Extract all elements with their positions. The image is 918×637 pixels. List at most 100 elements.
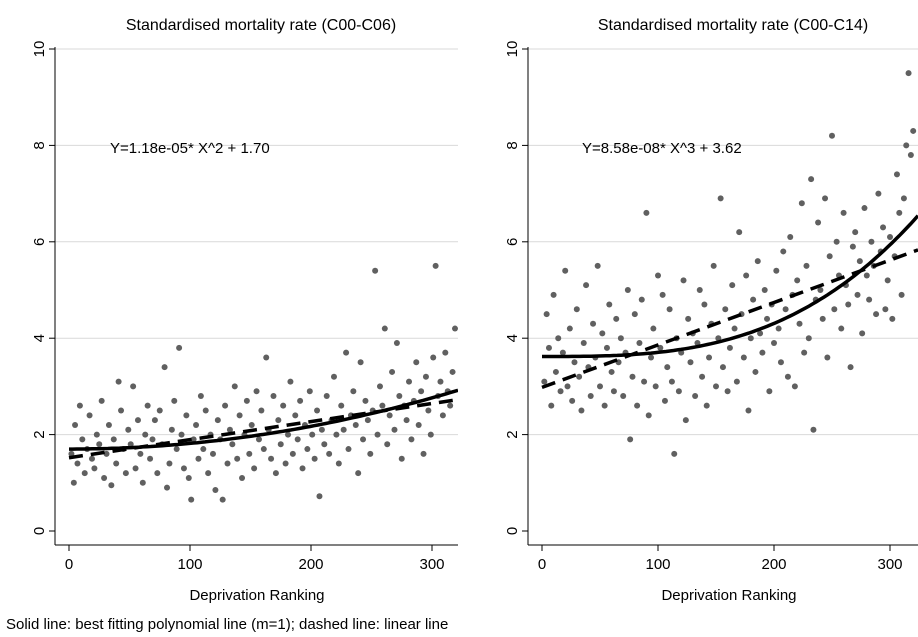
data-point [903,142,910,149]
data-point [771,340,777,347]
data-point [815,219,822,226]
data-point [624,287,631,293]
data-point [861,205,868,212]
data-point [638,296,645,303]
data-point [72,421,79,428]
data-point [863,272,870,279]
data-point [808,176,815,183]
data-point [379,402,386,409]
data-point [130,383,137,390]
data-point [209,450,216,457]
data-point [882,306,889,313]
data-point [96,441,103,448]
data-point [819,315,826,322]
data-point [583,282,590,289]
data-point [144,402,151,409]
data-point [98,397,105,404]
data-point [376,383,383,390]
data-point [343,349,350,356]
data-point [775,325,782,332]
fit-equation: Y=8.58e-08* X^3 + 3.62 [582,140,742,157]
data-point [571,359,578,366]
data-point [260,446,267,453]
data-point [715,335,722,342]
data-point [740,354,747,361]
data-point [566,325,573,332]
data-point [219,496,226,503]
y-tick-label: 8 [504,141,521,149]
x-tick-label: 200 [761,556,786,573]
x-tick-label: 300 [877,556,902,573]
data-point [645,412,652,419]
data-point [829,132,835,139]
data-point [275,417,282,424]
data-point [384,441,391,448]
y-tick-label: 4 [31,334,48,342]
data-point [188,496,195,503]
data-point [784,373,791,380]
data-point [427,431,434,438]
data-point [578,407,585,414]
data-point [360,436,367,443]
data-point [79,436,86,443]
data-point [355,470,362,477]
data-point [93,431,100,438]
data-point [687,359,694,366]
x-axis-label: Deprivation Ranking [661,587,796,604]
data-point [817,287,824,293]
data-point [661,397,668,404]
data-point [88,455,95,462]
data-point [430,354,437,361]
data-point [161,364,168,371]
data-point [620,393,627,400]
data-point [587,393,594,400]
data-point [636,340,643,347]
data-point [634,402,641,409]
data-point [171,397,178,404]
data-point [898,291,905,298]
data-point [139,479,146,486]
data-point [447,402,454,409]
data-point [321,441,328,448]
data-point [340,426,347,433]
data-point [847,364,854,371]
x-tick-label: 200 [298,556,323,573]
data-point [335,460,342,467]
data-point [125,426,132,433]
figure-footnote: Solid line: best fitting polynomial line… [6,616,449,633]
data-point [717,195,724,202]
data-point [292,412,299,419]
data-point [229,441,236,448]
y-tick-label: 8 [31,141,48,149]
data-point [887,233,893,240]
data-point [253,388,260,395]
data-point [831,306,838,313]
data-point [884,277,891,284]
data-point [263,354,270,361]
data-point [234,455,241,462]
data-point [154,470,161,477]
data-point [200,446,207,453]
x-tick-label: 0 [538,556,546,573]
data-point [880,224,887,231]
data-point [413,359,420,366]
y-tick-label: 6 [31,238,48,246]
data-point [910,127,917,134]
data-point [132,465,139,472]
data-point [391,426,398,433]
data-point [731,325,738,332]
data-point [873,311,880,318]
data-point [757,330,764,337]
data-point [118,407,125,414]
data-point [648,354,655,361]
data-point [314,407,321,414]
data-point [613,315,620,322]
data-point [548,402,555,409]
data-point [176,344,183,351]
data-point [627,436,634,443]
data-point [280,402,287,409]
data-point [666,306,673,313]
